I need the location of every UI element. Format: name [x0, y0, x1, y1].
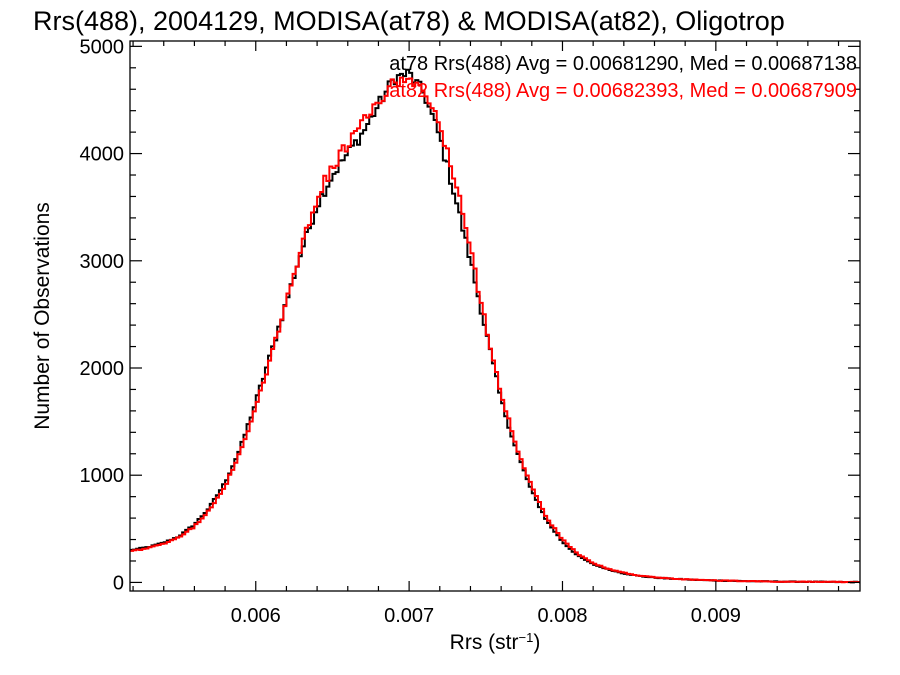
series-line-at82 — [130, 76, 860, 584]
x-axis-title-superscript: −1 — [519, 630, 534, 645]
y-tick-label: 4000 — [80, 144, 125, 166]
x-axis-title-main: Rrs (str — [450, 631, 519, 654]
plot-area — [130, 68, 860, 584]
legend: at78 Rrs(488) Avg = 0.00681290, Med = 0.… — [389, 53, 857, 102]
x-tick-label: 0.007 — [384, 605, 434, 627]
y-tick-label: 3000 — [80, 251, 125, 273]
y-tick-label: 5000 — [80, 36, 125, 58]
chart-title: Rrs(488), 2004129, MODISA(at78) & MODISA… — [33, 6, 785, 36]
x-tick-label: 0.006 — [231, 605, 281, 627]
y-axis-title: Number of Observations — [31, 202, 54, 430]
legend-entry-at78: at78 Rrs(488) Avg = 0.00681290, Med = 0.… — [389, 53, 857, 75]
y-tick-label: 0 — [113, 572, 124, 594]
x-axis-title: Rrs (str−1) — [450, 630, 541, 655]
plot-frame — [129, 40, 861, 592]
y-tick-label: 1000 — [80, 465, 125, 487]
x-tick-label: 0.008 — [537, 605, 587, 627]
x-axis-title-end: ) — [533, 631, 540, 654]
legend-entry-at82: at82 Rrs(488) Avg = 0.00682393, Med = 0.… — [389, 80, 857, 102]
axis-ticks: 0.006 0.007 0.008 0.009 0 1000 2000 3000 4000 500… — [80, 36, 860, 627]
y-tick-label: 2000 — [80, 358, 125, 380]
series-layer — [130, 68, 860, 584]
x-tick-label: 0.009 — [691, 605, 741, 627]
series-line-at78 — [130, 68, 860, 584]
